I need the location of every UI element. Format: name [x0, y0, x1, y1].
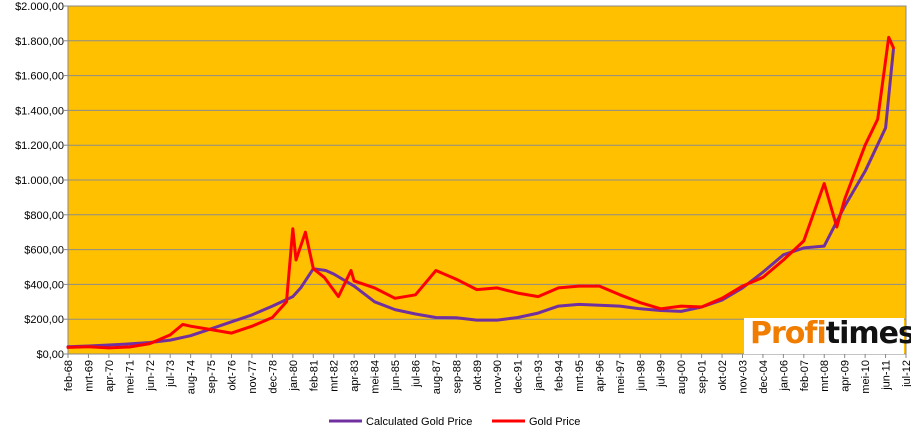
x-tick-label: aug-87 — [431, 360, 443, 394]
x-tick-label: jun-72 — [145, 360, 157, 392]
x-tick-label: apr-70 — [104, 360, 116, 392]
y-tick-label: $1.000,00 — [15, 175, 64, 187]
x-tick-label: jul-86 — [410, 360, 422, 388]
x-tick-label: mei-84 — [370, 360, 382, 394]
logo-times: times — [825, 316, 911, 351]
series-line-gold-price — [66, 35, 895, 350]
y-tick-label: $400,00 — [24, 279, 64, 291]
y-tick-label: $1.800,00 — [15, 36, 64, 48]
series-lines — [66, 35, 895, 350]
x-tick-label: apr-09 — [840, 360, 852, 392]
x-tick-label: jul-99 — [656, 360, 668, 388]
y-tick-label: $1.600,00 — [15, 71, 64, 83]
x-tick-label: nov-90 — [492, 360, 504, 394]
y-tick-label: $1.400,00 — [15, 105, 64, 117]
x-tick-label: jun-85 — [390, 360, 402, 392]
x-tick-label: nov-03 — [737, 360, 749, 394]
x-tick-label: mei-10 — [860, 360, 872, 394]
y-tick-label: $0,00 — [36, 349, 64, 361]
x-tick-label: jun-11 — [881, 360, 893, 391]
x-axis-ticks: feb-68 mrt-69 apr-70 mei-71 jun-72 jul-73 aug-… — [63, 354, 911, 394]
x-tick-label: jan-06 — [778, 360, 790, 392]
series-line-calculated-gold-price — [66, 48, 895, 349]
x-tick-label: mei-71 — [124, 360, 136, 394]
x-tick-label: nov-77 — [247, 360, 259, 394]
x-tick-label: mrt-82 — [329, 360, 341, 392]
x-tick-label: sep-88 — [451, 360, 463, 394]
logo-profi: Profi — [750, 316, 827, 351]
x-tick-label: feb-94 — [554, 360, 566, 391]
profitimes-logo: Profitimes — [744, 316, 911, 354]
y-tick-label: $2.000,00 — [15, 1, 64, 13]
x-tick-label: mrt-69 — [83, 360, 95, 392]
y-axis-ticks: $0,00 $200,00 $400,00 $600,00 $800,00 $1.000,… — [15, 1, 68, 361]
x-tick-label: mrt-08 — [819, 360, 831, 392]
x-tick-label: aug-74 — [186, 360, 198, 394]
legend: Calculated Gold Price Gold Price — [329, 416, 580, 428]
y-tick-label: $200,00 — [24, 314, 64, 326]
x-tick-label: dec-78 — [267, 360, 279, 394]
x-tick-label: dec-04 — [758, 360, 770, 394]
x-tick-label: okt-02 — [717, 360, 729, 391]
x-tick-label: apr-96 — [594, 360, 606, 392]
x-tick-label: jul-12 — [901, 360, 911, 388]
x-tick-label: sep-01 — [697, 360, 709, 394]
legend-label-gold: Gold Price — [529, 416, 580, 428]
x-tick-label: jun-98 — [635, 360, 647, 392]
y-tick-label: $800,00 — [24, 210, 64, 222]
x-tick-label: mrt-95 — [574, 360, 586, 392]
x-tick-label: jan-93 — [533, 360, 545, 392]
x-tick-label: mei-97 — [615, 360, 627, 394]
x-tick-label: sep-75 — [206, 360, 218, 394]
x-tick-label: aug-00 — [676, 360, 688, 394]
x-tick-label: apr-83 — [349, 360, 361, 392]
y-tick-label: $600,00 — [24, 245, 64, 257]
legend-label-calculated: Calculated Gold Price — [366, 416, 472, 428]
x-tick-label: jul-73 — [165, 360, 177, 388]
x-tick-label: okt-89 — [472, 360, 484, 391]
x-tick-label: feb-07 — [799, 360, 811, 391]
x-tick-label: jan-80 — [288, 360, 300, 392]
x-tick-label: feb-81 — [308, 360, 320, 391]
x-tick-label: feb-68 — [63, 360, 75, 391]
y-tick-label: $1.200,00 — [15, 140, 64, 152]
x-tick-label: okt-76 — [227, 360, 239, 391]
x-tick-label: dec-91 — [513, 360, 525, 394]
